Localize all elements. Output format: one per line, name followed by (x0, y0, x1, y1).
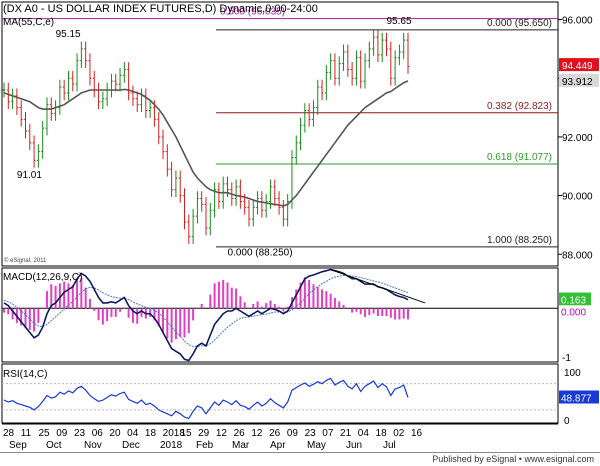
x-tick-day: 02 (393, 428, 405, 439)
x-tick-day: 06 (92, 428, 104, 439)
x-tick-month: Mar (232, 440, 250, 451)
x-tick-month: May (307, 440, 326, 451)
credit-label: © eSignal, 2011 (4, 257, 47, 264)
x-tick-day: 23 (305, 428, 317, 439)
price-panel-frame (1, 1, 559, 267)
fib-level-label: 0.000 (95.650) (487, 18, 552, 29)
chart-title: (DX A0 - US DOLLAR INDEX FUTURES,D) Dyna… (3, 3, 318, 15)
last-price-badge (559, 58, 599, 72)
candlestick-series (2, 29, 410, 244)
price-annotation: 95.65 (387, 16, 412, 27)
fib-level-label: 0.382 (92.823) (487, 101, 552, 112)
ma-value-badge (559, 73, 599, 87)
x-tick-day: 23 (74, 428, 86, 439)
macd-trendline (330, 269, 426, 304)
x-tick-month: Jun (346, 440, 362, 451)
publisher-credit: Published by eSignal • www.esignal.com (432, 454, 594, 464)
price-tick-label: 88.000 (562, 250, 593, 261)
ma-line (3, 80, 409, 207)
macd-signal-line (3, 275, 409, 347)
x-tick-day: 20 (109, 428, 121, 439)
price-annotation: 91.01 (17, 170, 42, 181)
x-tick-day: 09 (56, 428, 68, 439)
rsi-value-badge (559, 390, 599, 404)
x-tick-day: 18 (376, 428, 388, 439)
x-tick-day: 12 (216, 428, 228, 439)
ma-value-label: 93.912 (562, 77, 593, 88)
x-tick-day: 26 (234, 428, 246, 439)
price-tick-label: 92.000 (562, 133, 593, 144)
x-tick-month: Nov (84, 440, 102, 451)
fib-500-label: 0.500 (96.035) (220, 7, 285, 18)
price-annotation: 95.15 (56, 29, 81, 40)
fib-level-label: 0.618 (91.077) (487, 152, 552, 163)
x-tick-month: Sep (9, 440, 27, 451)
rsi-label: RSI(14,C) (3, 369, 47, 380)
macd-line (3, 268, 409, 362)
x-tick-month: Dec (122, 440, 140, 451)
macd-min-tick: -1 (562, 353, 571, 364)
x-tick-month: Apr (270, 440, 286, 451)
macd-zero-badge (559, 305, 591, 318)
x-tick-day: 04 (358, 428, 370, 439)
macd-zero-label: 0.000 (561, 307, 586, 318)
x-tick-month: 2018 (160, 440, 183, 451)
x-tick-day: 21 (340, 428, 352, 439)
rsi-tick-label: 0 (564, 416, 570, 427)
x-tick-month: Oct (46, 440, 62, 451)
price-annotation: 0.000 (88.250) (227, 248, 292, 259)
x-tick-day: 28 (3, 428, 15, 439)
macd-value-badge (559, 292, 591, 306)
macd-value-label: 0.163 (561, 296, 586, 307)
x-tick-day: 18 (145, 428, 157, 439)
x-tick-month: Jul (383, 440, 396, 451)
x-tick-day: 12 (251, 428, 263, 439)
x-tick-day: 11 (21, 428, 32, 439)
rsi-panel-frame (1, 363, 559, 424)
x-tick-day: 29 (198, 428, 210, 439)
x-tick-day: 25 (38, 428, 50, 439)
rsi-tick-label: 100 (564, 368, 581, 379)
x-tick-day: 15 (180, 428, 192, 439)
x-tick-day: 2018 (163, 428, 186, 439)
last-price-label: 94.449 (562, 61, 593, 72)
price-tick-label: 96.000 (562, 16, 593, 27)
rsi-line (3, 377, 409, 420)
x-tick-month: Feb (196, 440, 214, 451)
footer-bar: Published by eSignal • www.esignal.com (0, 452, 600, 466)
x-tick-day: 16 (411, 428, 423, 439)
price-tick-label: 90.000 (562, 192, 593, 203)
fib-level-label: 1.000 (88.250) (487, 235, 552, 246)
macd-label: MACD(12,26,9,C) (3, 272, 82, 283)
x-tick-day: 07 (322, 428, 334, 439)
x-tick-day: 26 (269, 428, 281, 439)
rsi-value-label: 48.877 (561, 394, 592, 405)
x-tick-day: 04 (127, 428, 139, 439)
macd-panel-frame (1, 267, 559, 363)
x-tick-day: 09 (287, 428, 299, 439)
ma-label: MA(55,C,e) (3, 17, 54, 28)
